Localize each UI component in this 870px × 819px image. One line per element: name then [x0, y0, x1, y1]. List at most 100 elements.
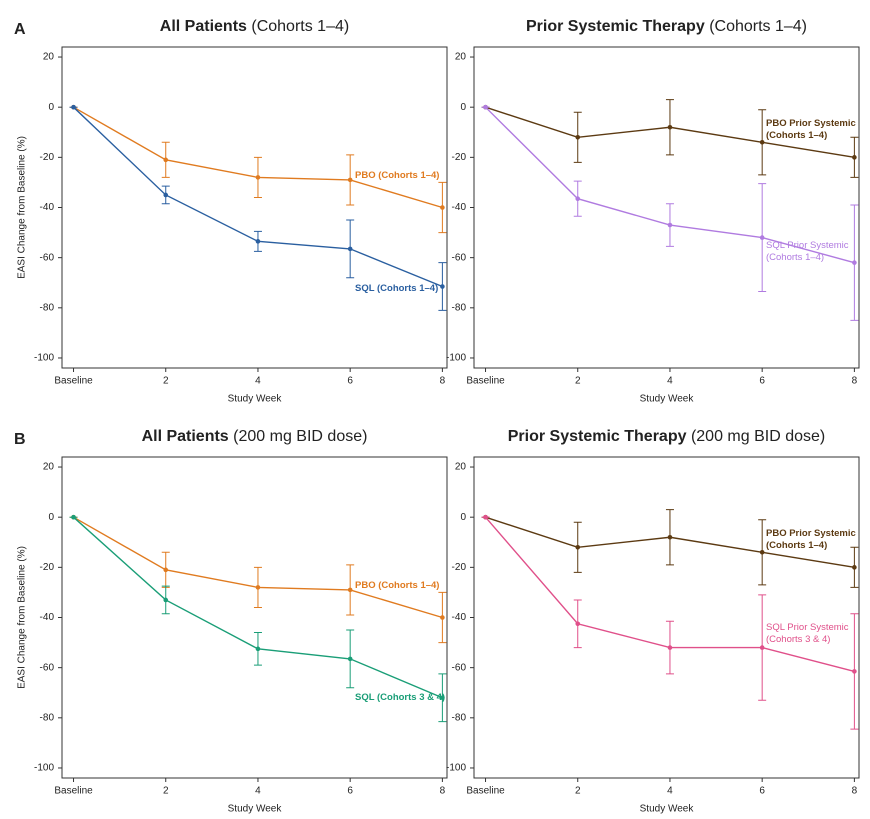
x-tick-label: 6 — [759, 376, 765, 387]
data-point — [759, 235, 765, 240]
y-tick-label: -40 — [452, 612, 467, 623]
x-tick-label: 8 — [440, 376, 446, 387]
x-tick-label: 4 — [255, 786, 261, 797]
x-tick-label: 6 — [347, 376, 353, 387]
x-axis-label: Study Week — [640, 804, 695, 815]
y-tick-label: -40 — [40, 612, 55, 623]
title-main: All Patients — [160, 18, 247, 35]
chart-title: Prior Systemic Therapy (200 mg BID dose) — [508, 428, 825, 445]
x-tick-label: 2 — [163, 376, 169, 387]
title-note: (Cohorts 1–4) — [709, 18, 807, 35]
data-point — [163, 567, 169, 573]
data-point — [440, 284, 445, 289]
data-point — [71, 514, 76, 520]
x-axis-label: Study Week — [228, 804, 283, 815]
data-point — [575, 196, 581, 202]
x-tick-label: Baseline — [54, 376, 93, 387]
data-point — [575, 544, 581, 550]
x-tick-label: 4 — [667, 786, 673, 797]
panel-label: B — [14, 431, 26, 448]
y-tick-label: 0 — [48, 102, 54, 113]
x-tick-label: 8 — [440, 786, 446, 797]
data-point — [71, 104, 76, 110]
data-point — [759, 645, 765, 650]
data-point — [255, 239, 261, 244]
x-tick-label: 6 — [759, 786, 765, 797]
y-tick-label: -100 — [446, 353, 466, 364]
data-point — [347, 177, 353, 183]
x-tick-label: 2 — [575, 786, 581, 797]
title-note: (200 mg BID dose) — [233, 428, 367, 445]
y-tick-label: -80 — [40, 302, 55, 313]
x-tick-label: 4 — [255, 376, 261, 387]
y-tick-label: -100 — [34, 763, 54, 774]
data-point — [667, 222, 673, 228]
series-label: PBO (Cohorts 1–4) — [355, 170, 440, 181]
data-point — [575, 621, 581, 627]
series-label: PBO Prior Systemic (Cohorts 1–4) — [766, 118, 856, 141]
y-tick-label: 20 — [43, 462, 55, 473]
data-point — [667, 645, 673, 650]
title-main: Prior Systemic Therapy — [508, 428, 687, 445]
y-axis-label: EASI Change from Baseline (%) — [17, 136, 28, 279]
y-tick-label: -20 — [40, 152, 55, 163]
series-label: SQL (Cohorts 1–4) — [355, 283, 439, 294]
x-tick-label: 2 — [163, 786, 169, 797]
data-point — [255, 175, 261, 180]
data-point — [852, 669, 857, 674]
y-tick-label: -60 — [452, 252, 467, 263]
x-tick-label: 4 — [667, 376, 673, 387]
plot-frame — [61, 456, 448, 779]
x-axis-label: Study Week — [640, 394, 695, 405]
data-point — [667, 534, 673, 540]
y-tick-label: -60 — [40, 252, 55, 263]
data-point — [852, 260, 857, 265]
data-point — [347, 587, 353, 593]
data-point — [255, 585, 261, 590]
y-tick-label: 0 — [460, 512, 466, 523]
title-note: (200 mg BID dose) — [691, 428, 825, 445]
y-tick-label: -40 — [40, 202, 55, 213]
y-tick-label: 20 — [43, 52, 55, 63]
x-tick-label: Baseline — [54, 786, 93, 797]
series-label: SQL Prior Systemic (Cohorts 1–4) — [766, 240, 849, 263]
data-point — [483, 514, 488, 520]
panel-label: A — [14, 21, 26, 38]
data-point — [347, 246, 353, 252]
y-tick-label: -20 — [452, 562, 467, 573]
y-tick-label: 0 — [460, 102, 466, 113]
data-point — [852, 155, 857, 160]
y-tick-label: -80 — [452, 302, 467, 313]
title-main: Prior Systemic Therapy — [526, 18, 705, 35]
title-note: (Cohorts 1–4) — [251, 18, 349, 35]
data-point — [440, 205, 445, 210]
data-point — [440, 695, 445, 701]
y-tick-label: -20 — [452, 152, 467, 163]
chart-title: Prior Systemic Therapy (Cohorts 1–4) — [526, 18, 807, 35]
data-point — [759, 139, 765, 145]
series-label: PBO Prior Systemic (Cohorts 1–4) — [766, 528, 856, 551]
x-tick-label: 8 — [852, 786, 858, 797]
y-tick-label: -100 — [34, 353, 54, 364]
chart-title: All Patients (200 mg BID dose) — [142, 428, 368, 445]
data-point — [163, 157, 169, 163]
x-tick-label: 6 — [347, 786, 353, 797]
y-tick-label: -80 — [40, 712, 55, 723]
data-point — [347, 656, 353, 662]
data-point — [440, 615, 445, 620]
y-axis-label: EASI Change from Baseline (%) — [17, 546, 28, 689]
y-tick-label: 0 — [48, 512, 54, 523]
x-tick-label: 2 — [575, 376, 581, 387]
x-axis-label: Study Week — [228, 394, 283, 405]
data-point — [759, 549, 765, 555]
data-point — [163, 597, 169, 603]
data-point — [575, 134, 581, 140]
data-point — [483, 104, 488, 110]
plot-frame — [61, 46, 448, 369]
x-tick-label: Baseline — [466, 376, 505, 387]
data-point — [163, 192, 169, 198]
y-tick-label: -20 — [40, 562, 55, 573]
y-tick-label: -100 — [446, 763, 466, 774]
